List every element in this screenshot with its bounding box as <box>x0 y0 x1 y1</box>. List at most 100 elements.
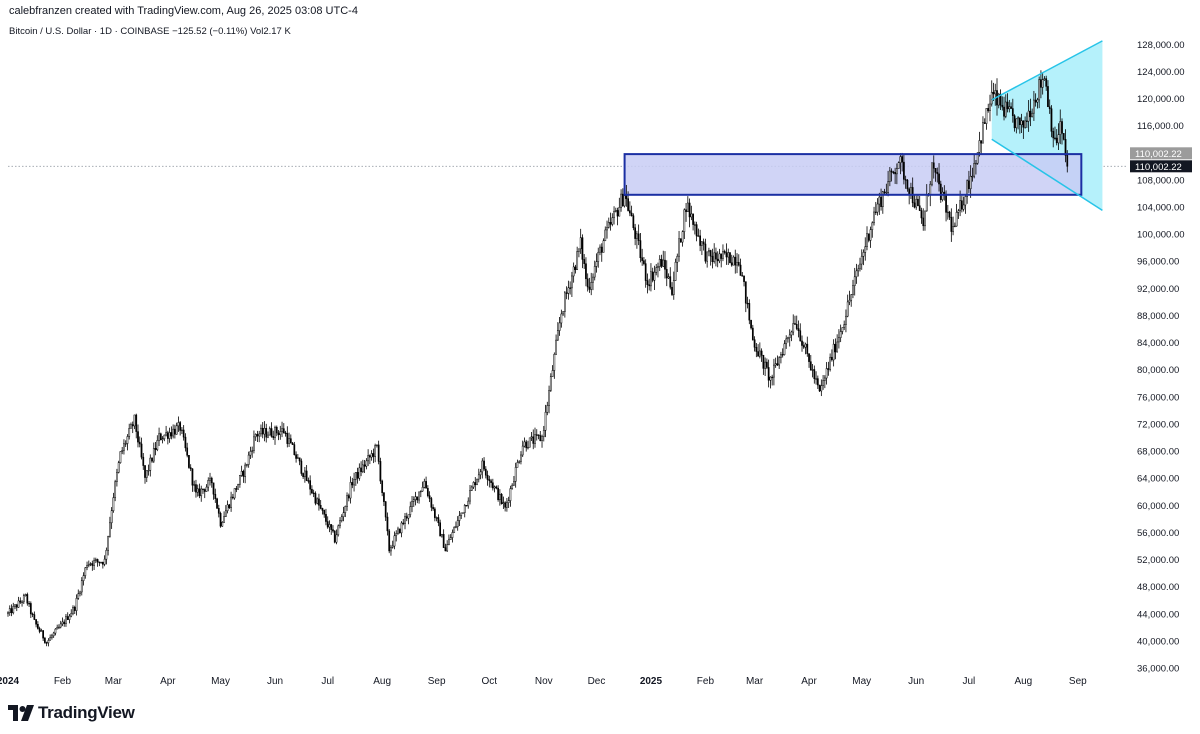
candle-body <box>467 500 470 507</box>
candle-body <box>874 211 877 214</box>
candle-body <box>93 560 95 566</box>
candle-body <box>87 564 90 566</box>
wedge-lower-line[interactable] <box>991 138 1103 212</box>
candle-body <box>625 195 628 199</box>
candle-body <box>119 451 122 463</box>
candle-body <box>386 516 389 532</box>
y-tick-label: 116,000.00 <box>1137 121 1184 132</box>
candle-body <box>994 90 997 95</box>
candle-body <box>369 455 371 458</box>
candle-body <box>288 438 290 444</box>
candle-body <box>521 445 524 456</box>
candle-body <box>223 516 225 523</box>
candle-body <box>130 424 132 429</box>
candle-body <box>82 575 85 581</box>
candle-body <box>514 467 517 482</box>
candle-body <box>562 311 564 315</box>
candle-body <box>871 222 874 230</box>
y-tick-label: 40,000.00 <box>1137 636 1179 647</box>
candle-body <box>975 162 977 165</box>
candle-body <box>922 217 925 227</box>
candle-body <box>165 432 167 436</box>
candle-body <box>328 524 331 528</box>
candle-body <box>576 251 579 270</box>
support-zone-border[interactable] <box>623 153 1083 196</box>
candle-body <box>293 444 296 455</box>
candle-body <box>760 350 763 356</box>
candle-body <box>181 429 183 432</box>
candle-body <box>1022 120 1025 128</box>
candle-body <box>648 284 651 287</box>
candle-body <box>237 484 239 490</box>
candle-body <box>665 269 668 279</box>
candle-body <box>54 628 57 634</box>
candle-body <box>776 363 779 366</box>
candle-body <box>242 470 245 477</box>
candle-body <box>644 263 647 281</box>
candle-body <box>230 496 232 508</box>
candle-body <box>1011 108 1014 116</box>
candle-body <box>771 376 774 379</box>
candle-body <box>989 103 991 111</box>
candle-body <box>553 353 556 371</box>
candle-body <box>448 539 450 545</box>
y-tick-label: 124,000.00 <box>1137 67 1185 78</box>
candle-body <box>704 243 707 262</box>
candle-body <box>628 210 631 214</box>
candle-body <box>676 255 679 263</box>
candle-body <box>853 276 856 286</box>
candle-body <box>516 462 519 468</box>
candle-body <box>79 591 81 594</box>
candle-body <box>109 522 111 537</box>
candle-body <box>959 200 961 212</box>
candle-body <box>233 488 236 499</box>
candle-body <box>816 378 819 386</box>
y-tick-label: 120,000.00 <box>1137 94 1185 105</box>
candle-body <box>862 252 865 257</box>
candle-body <box>402 522 405 525</box>
candle-body <box>794 323 796 325</box>
candle-body <box>544 411 547 431</box>
candle-body <box>983 122 986 124</box>
candle-body <box>555 339 557 355</box>
candle-body <box>946 211 949 214</box>
candle-body <box>1047 86 1049 108</box>
candle-body <box>228 504 231 508</box>
candle-body <box>753 339 756 348</box>
y-tick-label: 100,000.00 <box>1137 230 1185 241</box>
candle-body <box>528 437 531 448</box>
candle-body <box>1017 117 1019 120</box>
y-tick-label: 52,000.00 <box>1137 555 1179 566</box>
candle-body <box>140 443 143 458</box>
candle-body <box>839 331 842 338</box>
y-tick-label: 44,000.00 <box>1137 609 1179 620</box>
candle-body <box>750 319 752 329</box>
candle-body <box>574 266 577 270</box>
candle-body <box>35 619 37 625</box>
candle-body <box>820 385 823 392</box>
wedge-upper-line[interactable] <box>991 40 1103 101</box>
candle-body <box>347 495 350 499</box>
candle-body <box>655 267 658 273</box>
candle-body <box>72 606 74 614</box>
candle-body <box>881 191 884 207</box>
previous-price-badge-label: 110,002.22 <box>1135 149 1182 160</box>
candle-body <box>556 330 559 341</box>
candle-body <box>906 179 909 190</box>
candle-body <box>455 526 457 528</box>
candle-body <box>708 250 710 253</box>
candle-body <box>191 468 194 486</box>
candle-body <box>296 457 299 459</box>
candle-body <box>210 477 213 484</box>
candle-body <box>1024 120 1026 128</box>
candle-body <box>1033 99 1035 114</box>
candle-body <box>124 443 127 445</box>
candle-body <box>632 215 635 228</box>
candle-body <box>672 280 675 295</box>
last-price-badge-label: 110,002.22 <box>1135 162 1182 173</box>
candle-body <box>616 210 619 217</box>
x-tick-label: Apr <box>160 676 176 687</box>
candle-body <box>739 264 742 276</box>
